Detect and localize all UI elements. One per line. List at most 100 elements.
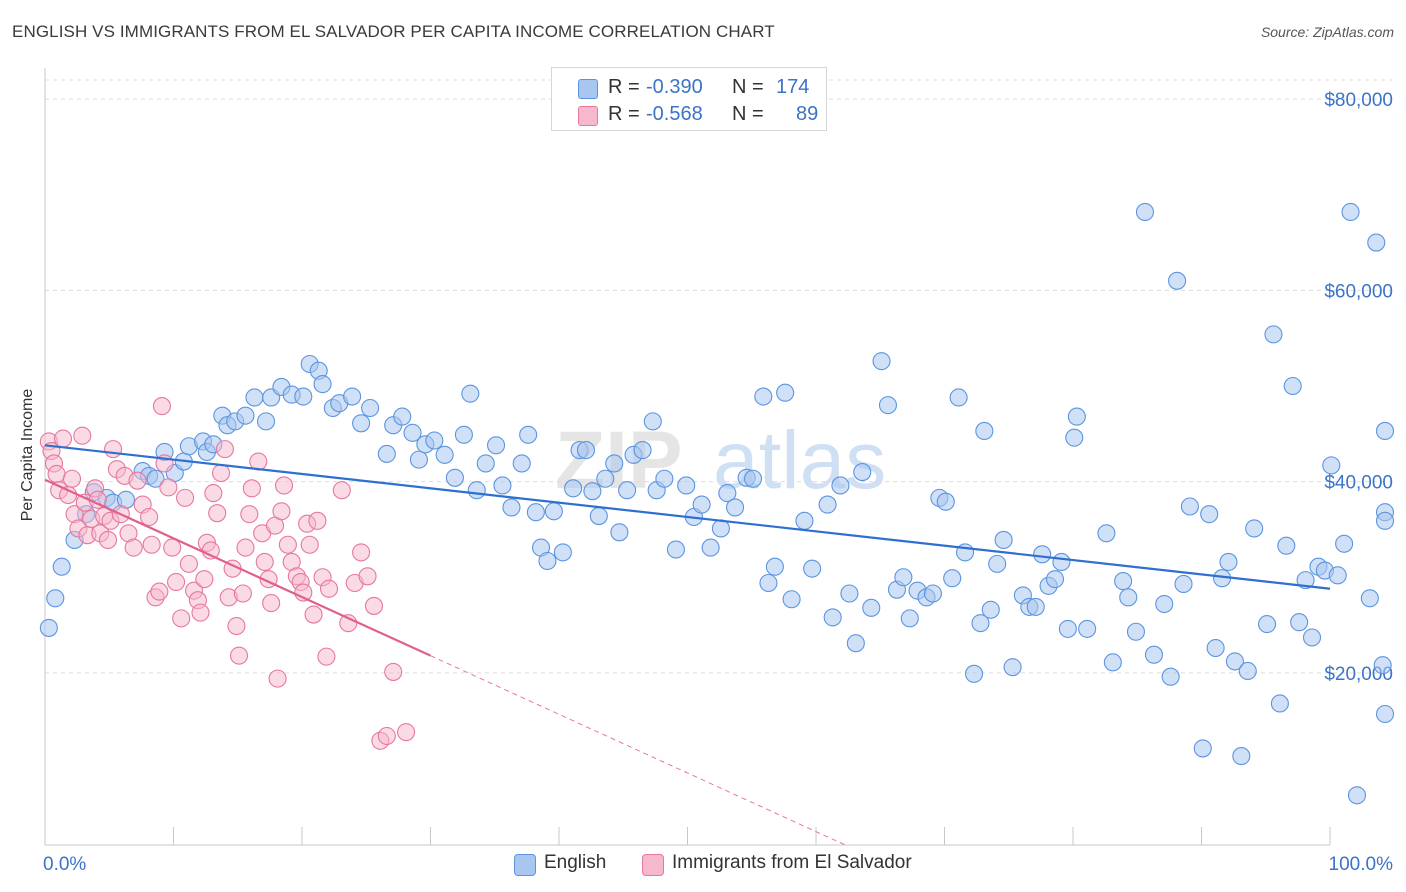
- english-point: [1257, 615, 1277, 634]
- english-point: [46, 589, 65, 608]
- english-point: [245, 388, 264, 407]
- salvador-point: [204, 484, 223, 503]
- english-point: [1283, 376, 1302, 396]
- english-point: [461, 384, 480, 403]
- legend-salvador-label: Immigrants from El Salvador: [672, 852, 912, 873]
- english-point: [795, 511, 814, 530]
- english-point: [544, 502, 563, 521]
- english-point: [718, 484, 737, 503]
- english-point: [1225, 652, 1244, 671]
- english-point: [1135, 202, 1155, 222]
- salvador-point: [179, 554, 198, 573]
- english-point: [900, 609, 919, 628]
- salvador-point: [208, 504, 227, 523]
- salvador-point: [236, 538, 255, 557]
- salvador-trend-line: [44, 478, 431, 657]
- english-point: [454, 425, 473, 444]
- english-point: [1144, 645, 1164, 664]
- english-point: [846, 634, 865, 653]
- english-point: [725, 498, 745, 517]
- english-point: [823, 608, 842, 627]
- english-point: [949, 388, 968, 407]
- english-point: [1238, 661, 1257, 681]
- english-point: [1270, 694, 1289, 713]
- english-point: [743, 469, 763, 488]
- salvador-n-value: 89: [796, 103, 819, 125]
- english-point: [1302, 628, 1322, 647]
- salvador-point: [274, 476, 294, 495]
- english-trend-line: [44, 444, 1331, 590]
- english-point: [803, 559, 822, 578]
- english-point: [975, 421, 994, 440]
- english-point: [538, 551, 557, 571]
- salvador-point: [229, 646, 249, 665]
- english-point: [754, 387, 773, 406]
- english-point: [1200, 505, 1219, 524]
- salvador-point: [304, 605, 323, 624]
- salvador-n-label: N =: [732, 103, 764, 125]
- english-point: [1277, 536, 1296, 555]
- english-point: [862, 598, 881, 617]
- x-tick-label-max: 100.0%: [1329, 854, 1394, 875]
- salvador-point: [242, 479, 261, 498]
- english-point: [409, 450, 428, 469]
- english-point: [1114, 572, 1133, 591]
- english-point: [643, 412, 662, 431]
- english-point: [403, 423, 422, 442]
- english-point: [445, 468, 464, 487]
- salvador-point: [255, 552, 274, 572]
- salvador-point: [262, 594, 281, 613]
- english-point: [701, 538, 720, 557]
- salvador-point: [319, 579, 339, 598]
- english-swatch: [578, 79, 598, 99]
- english-point: [633, 441, 652, 460]
- stats-row-english: R = -0.390 N = 174: [552, 76, 826, 100]
- english-point: [878, 396, 898, 415]
- salvador-point: [300, 535, 319, 554]
- english-point: [965, 664, 984, 683]
- english-point: [1180, 497, 1199, 516]
- salvador-point: [152, 397, 171, 416]
- salvador-point: [227, 616, 246, 636]
- english-point: [677, 476, 696, 495]
- english-point: [1322, 456, 1341, 475]
- english-point: [425, 431, 444, 450]
- english-point: [988, 554, 1007, 573]
- english-point: [618, 481, 637, 500]
- english-point: [435, 445, 454, 464]
- english-point: [493, 476, 512, 495]
- english-point: [343, 387, 362, 406]
- salvador-point: [73, 426, 92, 445]
- english-r-label: R =: [608, 76, 640, 98]
- watermark-atlas: atlas: [713, 415, 886, 506]
- english-point: [1003, 658, 1022, 677]
- salvador-point: [98, 530, 118, 550]
- english-point: [853, 463, 872, 482]
- english-point: [1168, 271, 1187, 290]
- salvador-r-label: R =: [608, 103, 640, 125]
- english-point: [553, 543, 572, 562]
- english-point: [377, 444, 396, 463]
- english-point: [564, 479, 583, 498]
- salvador-swatch: [578, 106, 598, 126]
- english-point: [1375, 704, 1395, 724]
- salvador-point: [233, 584, 252, 603]
- english-point: [352, 414, 371, 433]
- english-point: [1367, 233, 1386, 252]
- english-point: [502, 498, 521, 517]
- english-point: [1264, 325, 1283, 344]
- salvador-point: [377, 726, 396, 746]
- salvador-point: [397, 723, 416, 742]
- salvador-point: [332, 481, 351, 500]
- english-point: [936, 492, 955, 511]
- salvador-point: [142, 535, 161, 554]
- salvador-point: [104, 440, 123, 459]
- english-point: [840, 584, 859, 603]
- english-point: [759, 573, 778, 593]
- english-point: [294, 387, 313, 406]
- english-point: [994, 530, 1013, 550]
- salvador-point: [215, 440, 234, 459]
- salvador-point: [352, 543, 371, 562]
- y-tick-label: $80,000: [1324, 90, 1393, 111]
